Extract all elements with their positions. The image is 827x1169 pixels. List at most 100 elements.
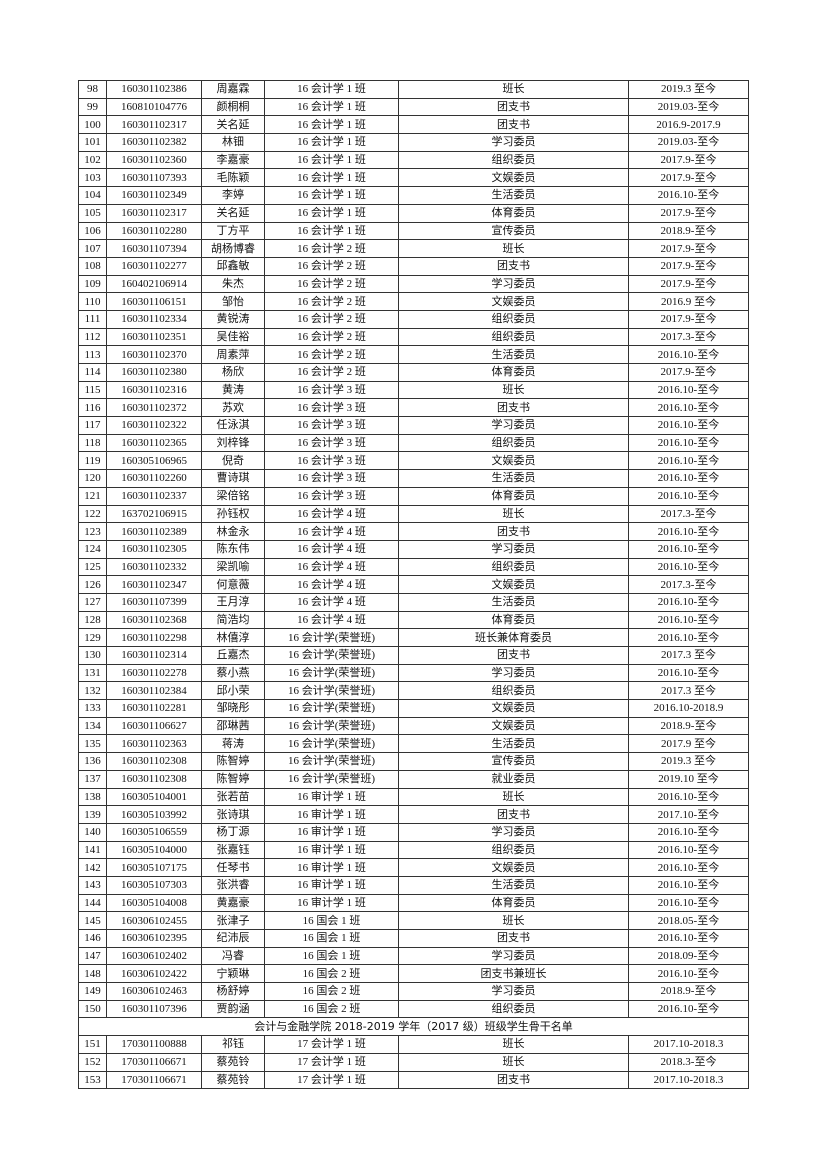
term: 2017.9-至今	[628, 203, 749, 223]
table-row: 111 160301102334 黄锐涛 16 会计学 2 班组织委员 2017.9-至…	[78, 309, 749, 329]
row-number: 101	[78, 133, 107, 152]
class-name: 16 审计学 1 班	[264, 805, 399, 824]
student-id: 160306102395	[106, 929, 202, 948]
position: 体育委员	[398, 486, 629, 506]
position: 班长	[398, 380, 629, 400]
position: 学习委员	[398, 274, 629, 294]
row-number: 128	[78, 610, 107, 630]
student-name: 曹诗琪	[201, 469, 265, 488]
student-name: 蔡小燕	[201, 663, 265, 683]
table-row: 118 160301102365 刘梓锋 16 会计学 3 班组织委员 2016.10-…	[78, 433, 749, 453]
class-name: 16 会计学 4 班	[264, 504, 399, 524]
row-number: 137	[78, 769, 107, 789]
table-row: 123 160301102389 林金永 16 会计学 4 班团支书 2016.10-至…	[78, 522, 749, 541]
term: 2016.10-至今	[628, 398, 749, 418]
term: 2016.10-至今	[628, 451, 749, 471]
student-id: 160301102332	[106, 557, 202, 577]
position: 组织委员	[398, 557, 629, 577]
class-name: 16 会计学 4 班	[264, 522, 399, 541]
class-name: 16 审计学 1 班	[264, 822, 399, 842]
term: 2018.09-至今	[628, 946, 749, 966]
student-name: 邵琳茜	[201, 716, 265, 736]
term: 2016.10-至今	[628, 610, 749, 630]
position: 生活委员	[398, 186, 629, 205]
student-id: 160301102280	[106, 221, 202, 241]
student-name: 吴佳裕	[201, 327, 265, 347]
student-name: 蒋涛	[201, 734, 265, 754]
row-number: 98	[78, 80, 107, 99]
term: 2018.05-至今	[628, 911, 749, 930]
position: 文娱委员	[398, 168, 629, 188]
student-id: 160306102422	[106, 964, 202, 984]
student-id: 170301100888	[106, 1035, 202, 1054]
term: 2016.10-至今	[628, 875, 749, 895]
row-number: 107	[78, 239, 107, 258]
row-number: 143	[78, 875, 107, 895]
student-id: 160301107396	[106, 999, 202, 1019]
table-row: 104 160301102349 李婷 16 会计学 1 班生活委员 2016.10-至…	[78, 186, 749, 205]
student-id: 160301102322	[106, 416, 202, 435]
position: 生活委员	[398, 875, 629, 895]
position: 学习委员	[398, 133, 629, 152]
row-number: 121	[78, 486, 107, 506]
table-row: 99 160810104776 颜桐桐 16 会计学 1 班团支书 2019.03-至今	[78, 97, 749, 117]
student-id: 160305104000	[106, 840, 202, 860]
student-name: 林金永	[201, 522, 265, 541]
position: 班长	[398, 787, 629, 807]
term: 2016.10-至今	[628, 840, 749, 860]
table-row: 110 160301106151 邹怡 16 会计学 2 班文娱委员 2016.9 至今	[78, 292, 749, 311]
student-id: 160301102347	[106, 575, 202, 594]
student-name: 张诗琪	[201, 805, 265, 824]
row-number: 139	[78, 805, 107, 824]
term: 2019.3 至今	[628, 752, 749, 771]
row-number: 113	[78, 345, 107, 364]
table-row: 135 160301102363 蒋涛 16 会计学(荣誉班) 生活委员 2017.9 至…	[78, 734, 749, 754]
position: 组织委员	[398, 433, 629, 453]
term: 2016.10-至今	[628, 858, 749, 877]
row-number: 127	[78, 592, 107, 612]
table-row: 108 160301102277 邱鑫敏 16 会计学 2 班团支书 2017.9-至今	[78, 256, 749, 276]
position: 学习委员	[398, 416, 629, 435]
student-id: 160305104008	[106, 893, 202, 913]
class-name: 16 会计学(荣誉班)	[264, 734, 399, 754]
class-name: 16 会计学(荣誉班)	[264, 699, 399, 718]
student-id: 160301106151	[106, 292, 202, 311]
position: 组织委员	[398, 150, 629, 170]
row-number: 130	[78, 646, 107, 665]
table-row: 117 160301102322 任泳淇 16 会计学 3 班学习委员 2016.10-…	[78, 416, 749, 435]
row-number: 117	[78, 416, 107, 435]
student-name: 朱杰	[201, 274, 265, 294]
class-name: 16 会计学(荣誉班)	[264, 752, 399, 771]
class-name: 16 会计学 3 班	[264, 451, 399, 471]
table-row: 138 160305104001 张若苗 16 审计学 1 班班长 2016.10-至今	[78, 787, 749, 807]
student-name: 黄涛	[201, 380, 265, 400]
student-name: 邱小荣	[201, 681, 265, 701]
position: 团支书	[398, 1070, 629, 1090]
student-id: 160305107175	[106, 858, 202, 877]
term: 2018.9-至今	[628, 716, 749, 736]
table-row: 122 163702106915 孙钰权 16 会计学 4 班班长 2017.3-至今	[78, 504, 749, 524]
row-number: 100	[78, 115, 107, 135]
class-name: 16 会计学(荣誉班)	[264, 769, 399, 789]
row-number: 153	[78, 1070, 107, 1090]
term: 2016.10-至今	[628, 822, 749, 842]
class-name: 16 会计学 4 班	[264, 557, 399, 577]
class-name: 16 审计学 1 班	[264, 840, 399, 860]
row-number: 126	[78, 575, 107, 594]
student-name: 简浩均	[201, 610, 265, 630]
term: 2016.10-至今	[628, 893, 749, 913]
term: 2019.03-至今	[628, 133, 749, 152]
class-name: 16 审计学 1 班	[264, 893, 399, 913]
student-id: 160306102455	[106, 911, 202, 930]
student-name: 任泳淇	[201, 416, 265, 435]
class-name: 16 国会 1 班	[264, 946, 399, 966]
class-name: 16 会计学 2 班	[264, 345, 399, 364]
term: 2017.10-至今	[628, 805, 749, 824]
student-id: 160301102298	[106, 628, 202, 647]
term: 2017.9-至今	[628, 363, 749, 382]
row-number: 124	[78, 539, 107, 559]
position: 班长	[398, 504, 629, 524]
table-row: 130 160301102314 丘嘉杰 16 会计学(荣誉班) 团支书 2017.3 至…	[78, 646, 749, 665]
student-name: 张津子	[201, 911, 265, 930]
student-id: 160306102402	[106, 946, 202, 966]
